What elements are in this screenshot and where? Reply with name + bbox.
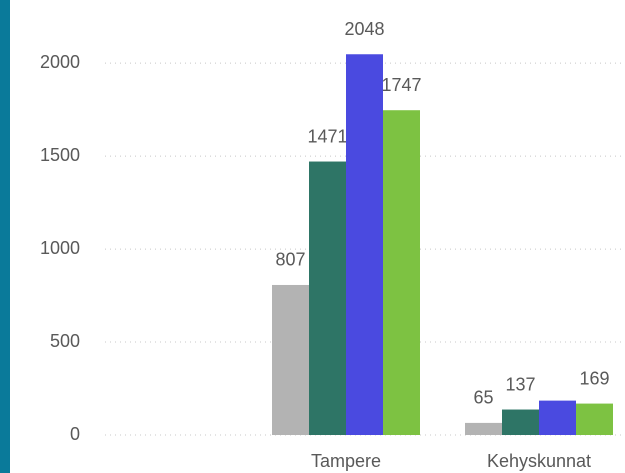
bar <box>309 161 346 436</box>
value-label: 1747 <box>381 75 421 95</box>
y-tick-label: 500 <box>50 331 80 351</box>
bar <box>465 422 502 435</box>
side-stripe <box>0 0 10 473</box>
bar <box>539 400 576 435</box>
value-label: 169 <box>579 368 609 388</box>
value-label: 807 <box>275 250 305 270</box>
y-tick-label: 2000 <box>40 52 80 72</box>
value-label: 2048 <box>344 19 384 39</box>
y-tick-label: 1500 <box>40 145 80 165</box>
value-label: 65 <box>473 388 493 408</box>
bar <box>502 409 539 435</box>
bar <box>576 403 613 435</box>
y-tick-label: 1000 <box>40 238 80 258</box>
bar <box>272 284 309 435</box>
value-label: 1471 <box>307 126 347 146</box>
bar <box>383 110 420 435</box>
x-tick-label: Tampere <box>311 451 381 471</box>
x-tick-label: Kehyskunnat <box>487 451 591 471</box>
y-tick-label: 0 <box>70 424 80 444</box>
value-label: 137 <box>505 374 535 394</box>
bar <box>346 54 383 436</box>
